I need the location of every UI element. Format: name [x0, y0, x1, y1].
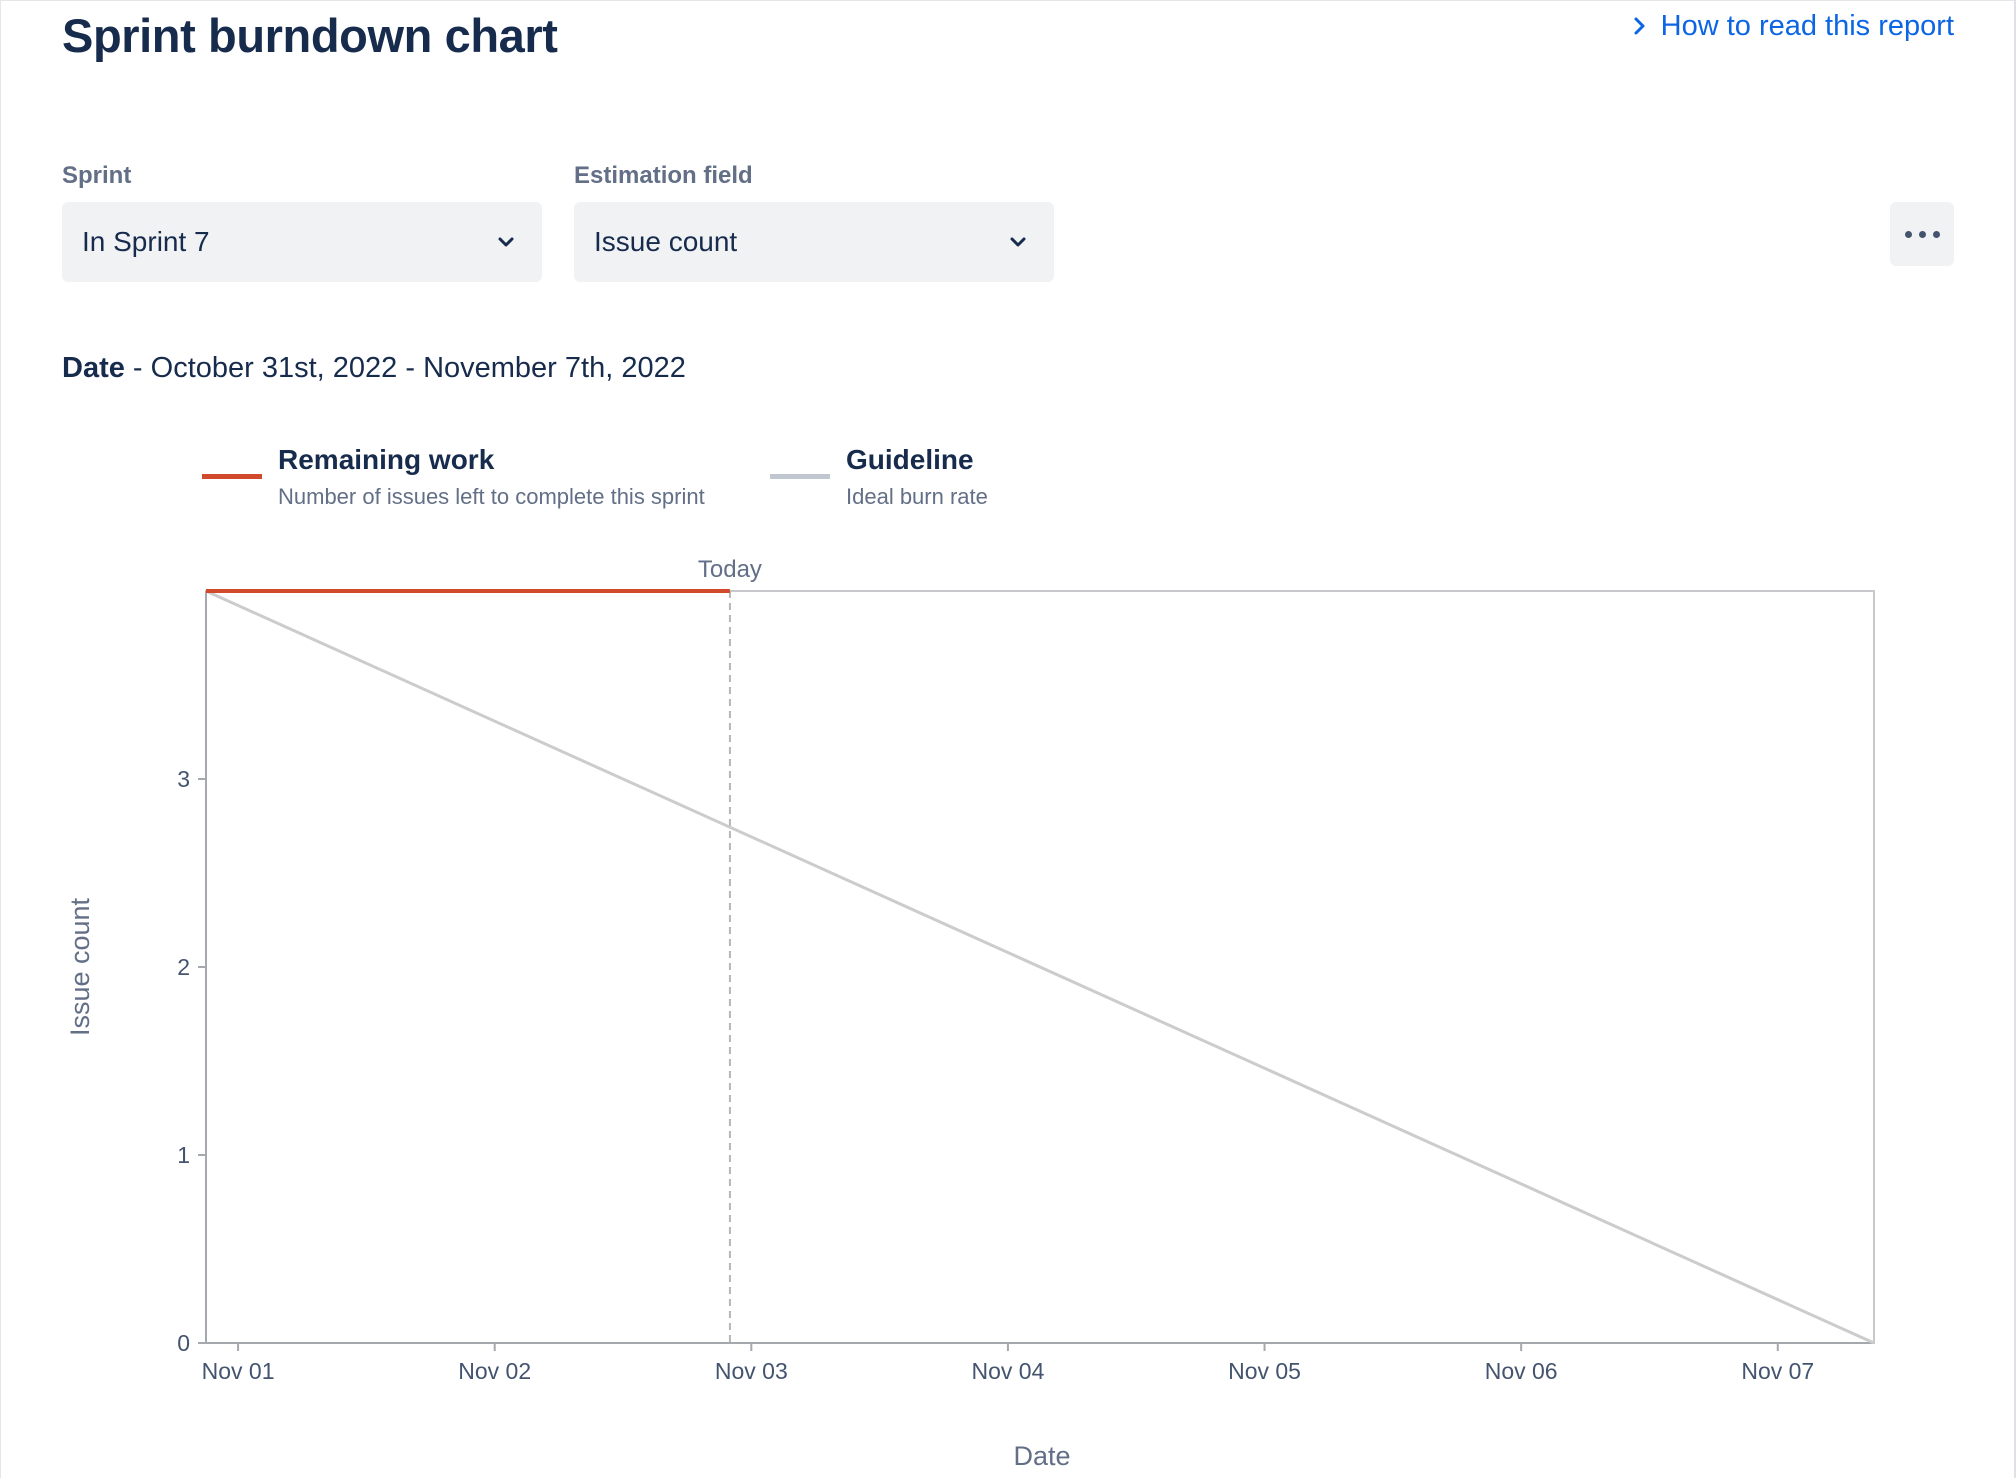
- estimation-field-select[interactable]: Issue count: [574, 202, 1054, 282]
- x-tick-label: Nov 06: [1485, 1358, 1558, 1384]
- how-to-read-link[interactable]: How to read this report: [1633, 8, 1954, 44]
- x-axis-title: Date: [1013, 1441, 1070, 1471]
- legend-title: Remaining work: [278, 444, 495, 475]
- y-tick-label: 3: [177, 766, 190, 792]
- estimation-field-label: Estimation field: [574, 162, 753, 189]
- y-tick-label: 2: [177, 954, 190, 980]
- sprint-select-value: In Sprint 7: [82, 226, 210, 257]
- x-tick-label: Nov 03: [715, 1358, 788, 1384]
- estimation-field-value: Issue count: [594, 226, 738, 257]
- today-marker-label: Today: [698, 556, 762, 583]
- date-range-label: Date: [62, 352, 125, 384]
- more-horizontal-icon: [1904, 230, 1912, 238]
- sprint-select[interactable]: In Sprint 7: [62, 202, 542, 282]
- x-tick-label: Nov 05: [1228, 1358, 1301, 1384]
- date-range: Date - October 31st, 2022 - November 7th…: [62, 352, 686, 385]
- x-tick-label: Nov 02: [458, 1358, 531, 1384]
- chevron-right-icon: [1634, 17, 1645, 35]
- date-range-value: - October 31st, 2022 - November 7th, 202…: [132, 352, 686, 384]
- chevron-down-icon: [1010, 237, 1026, 247]
- y-axis-title: Issue count: [65, 897, 95, 1036]
- sprint-label: Sprint: [62, 162, 132, 189]
- legend-swatch-remaining-work: [202, 474, 262, 479]
- legend-swatch-guideline: [770, 474, 830, 479]
- x-tick-label: Nov 07: [1741, 1358, 1814, 1384]
- legend-subtitle: Ideal burn rate: [846, 484, 988, 509]
- y-tick-label: 1: [177, 1142, 190, 1168]
- legend-title: Guideline: [846, 444, 974, 475]
- scrollbar-edge: [2014, 0, 2016, 1478]
- how-to-read-link-label: How to read this report: [1660, 10, 1954, 42]
- legend-subtitle: Number of issues left to complete this s…: [278, 484, 705, 509]
- series-line-guideline: [205, 589, 1875, 1345]
- chevron-down-icon: [498, 237, 514, 247]
- x-tick-label: Nov 01: [202, 1358, 275, 1384]
- x-tick-label: Nov 04: [971, 1358, 1044, 1384]
- more-actions-button[interactable]: [1890, 202, 1954, 266]
- page-title: Sprint burndown chart: [62, 9, 558, 62]
- y-tick-label: 0: [177, 1330, 190, 1356]
